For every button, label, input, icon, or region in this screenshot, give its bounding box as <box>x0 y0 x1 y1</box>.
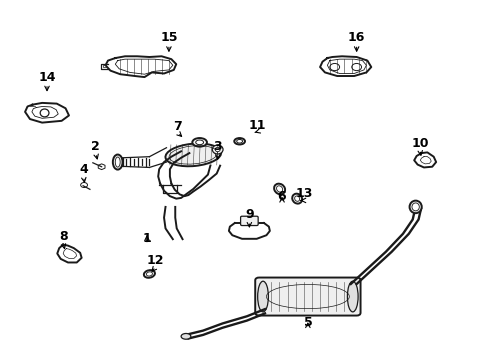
Text: 10: 10 <box>410 136 428 149</box>
Ellipse shape <box>181 333 190 339</box>
Text: 8: 8 <box>59 230 67 243</box>
Text: 9: 9 <box>244 208 253 221</box>
Text: 14: 14 <box>38 71 56 84</box>
Ellipse shape <box>195 140 203 145</box>
Text: 3: 3 <box>213 140 222 153</box>
Ellipse shape <box>276 186 282 192</box>
FancyBboxPatch shape <box>240 216 258 226</box>
Text: 12: 12 <box>147 254 164 267</box>
Text: 15: 15 <box>160 31 177 44</box>
Ellipse shape <box>212 145 223 154</box>
FancyBboxPatch shape <box>255 278 360 316</box>
Text: 16: 16 <box>347 31 365 44</box>
Text: 1: 1 <box>142 231 151 244</box>
Ellipse shape <box>115 157 120 167</box>
Ellipse shape <box>294 196 299 201</box>
Ellipse shape <box>236 139 242 143</box>
Ellipse shape <box>411 203 418 211</box>
Ellipse shape <box>215 147 220 152</box>
Ellipse shape <box>192 138 206 147</box>
Ellipse shape <box>113 154 122 170</box>
Ellipse shape <box>409 201 421 213</box>
Text: 4: 4 <box>79 163 88 176</box>
Ellipse shape <box>346 281 357 312</box>
Text: 11: 11 <box>248 118 266 132</box>
Ellipse shape <box>146 272 152 276</box>
Text: 7: 7 <box>173 120 182 133</box>
Text: 5: 5 <box>303 316 312 329</box>
Ellipse shape <box>274 184 285 194</box>
Text: 2: 2 <box>91 140 100 153</box>
Text: 6: 6 <box>277 190 286 203</box>
Ellipse shape <box>292 194 302 204</box>
Ellipse shape <box>165 144 221 166</box>
Ellipse shape <box>257 281 268 312</box>
Text: 13: 13 <box>295 188 312 201</box>
Ellipse shape <box>234 138 244 144</box>
Ellipse shape <box>143 270 155 278</box>
